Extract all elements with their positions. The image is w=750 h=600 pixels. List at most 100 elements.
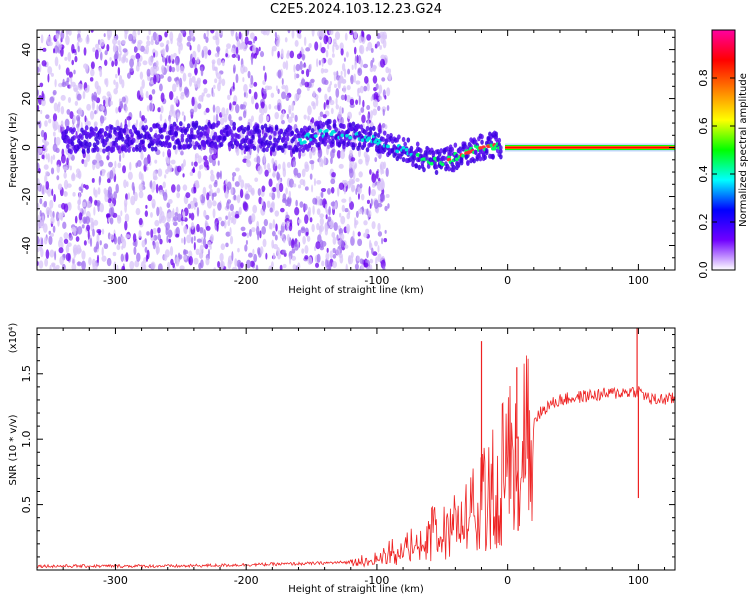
noise-speck — [104, 193, 109, 203]
noise-speck — [173, 52, 177, 58]
noise-speck — [359, 85, 364, 94]
noise-speck — [257, 188, 262, 196]
noise-speck — [279, 264, 283, 270]
noise-speck — [76, 93, 82, 101]
noise-speck — [227, 94, 231, 100]
noise-speck — [366, 199, 371, 204]
ridge-speck — [282, 136, 287, 142]
noise-speck — [153, 74, 157, 85]
noise-speck — [270, 92, 275, 98]
noise-speck — [221, 78, 226, 87]
noise-speck — [357, 238, 363, 247]
noise-speck — [166, 213, 170, 219]
noise-speck — [339, 255, 344, 264]
noise-speck — [117, 214, 121, 221]
noise-speck — [325, 252, 330, 261]
ridge-speck — [230, 133, 235, 139]
noise-speck — [223, 184, 227, 194]
noise-speck — [337, 79, 341, 89]
noise-speck — [164, 31, 168, 38]
noise-speck — [344, 32, 348, 41]
heatmap-x-ticks: -300 -200 -100 0 100 — [36, 30, 666, 287]
noise-speck — [207, 248, 211, 257]
noise-speck — [109, 217, 114, 225]
noise-speck — [66, 108, 71, 115]
noise-speck — [309, 160, 315, 165]
noise-speck — [366, 105, 371, 111]
noise-speck — [284, 84, 289, 95]
heatmap-frame — [36, 29, 676, 271]
noise-speck — [331, 148, 336, 154]
noise-speck — [266, 115, 270, 122]
noise-speck — [212, 192, 217, 197]
noise-speck — [48, 235, 53, 246]
ridge-speck — [150, 146, 155, 152]
noise-speck — [134, 260, 140, 268]
noise-speck — [83, 184, 86, 189]
noise-speck — [303, 203, 308, 211]
noise-speck — [332, 254, 337, 259]
noise-speck — [257, 165, 263, 175]
noise-speck — [41, 98, 46, 107]
noise-speck — [212, 35, 218, 41]
noise-speck — [231, 47, 235, 53]
noise-speck — [203, 155, 208, 161]
noise-speck — [335, 248, 340, 256]
noise-speck — [44, 174, 48, 184]
noise-speck — [53, 193, 56, 203]
noise-speck — [292, 264, 297, 270]
noise-speck — [95, 43, 100, 49]
ridge-speck — [431, 152, 436, 158]
noise-speck — [43, 200, 47, 208]
ridge-speck — [265, 146, 269, 153]
noise-speck — [328, 30, 334, 36]
ridge-speck — [373, 131, 378, 137]
noise-speck — [291, 159, 297, 168]
ridge-speck — [442, 155, 447, 161]
noise-speck — [84, 87, 90, 93]
noise-speck — [40, 34, 44, 44]
noise-speck — [70, 81, 76, 87]
noise-speck — [147, 194, 153, 202]
ridge-speck — [351, 145, 356, 151]
noise-speck — [369, 169, 372, 175]
ridge-speck — [480, 139, 484, 145]
noise-speck — [212, 92, 215, 98]
noise-speck — [340, 70, 343, 76]
noise-speck — [72, 192, 76, 197]
noise-speck — [193, 241, 196, 251]
noise-speck — [229, 226, 232, 237]
ridge-speck — [480, 134, 484, 140]
ridge-peak — [360, 138, 365, 143]
noise-speck — [106, 154, 110, 161]
noise-speck — [260, 101, 265, 109]
ridge-speck — [219, 141, 224, 148]
noise-speck — [129, 260, 135, 270]
ridge-speck — [439, 148, 444, 154]
noise-speck — [225, 215, 228, 220]
ridge-peak — [313, 134, 318, 138]
ridge-speck — [179, 121, 183, 127]
ridge-speck — [351, 121, 356, 127]
noise-speck — [243, 92, 246, 98]
ridge-speck — [331, 139, 335, 145]
noise-speck — [242, 77, 245, 83]
noise-speck — [190, 30, 194, 39]
noise-speck — [130, 195, 136, 206]
noise-speck — [54, 56, 59, 67]
noise-speck — [81, 159, 85, 164]
noise-speck — [139, 71, 144, 80]
ridge-speck — [222, 135, 227, 141]
noise-speck — [107, 150, 110, 157]
noise-speck — [188, 255, 194, 266]
noise-speck — [303, 36, 307, 47]
noise-speck — [323, 79, 329, 86]
noise-speck — [309, 149, 313, 160]
noise-speck — [39, 198, 43, 205]
noise-speck — [295, 73, 300, 79]
noise-speck — [137, 39, 143, 45]
noise-speck — [320, 187, 327, 193]
ridge-speck — [284, 143, 288, 149]
noise-speck — [308, 206, 311, 217]
y-tick-label: 40 — [20, 43, 33, 57]
